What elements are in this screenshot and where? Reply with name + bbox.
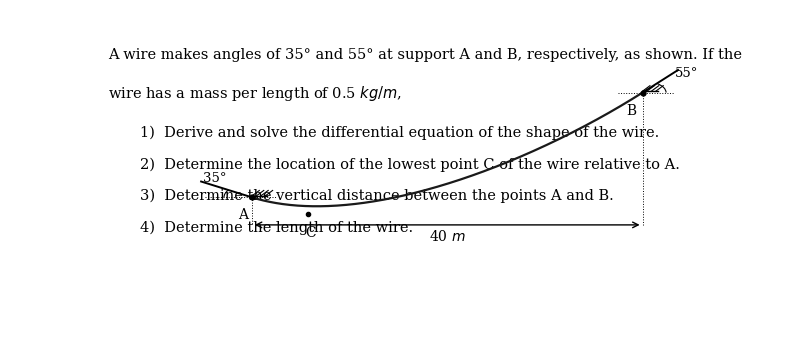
Text: wire has a mass per length of 0.5 $kg/m$,: wire has a mass per length of 0.5 $kg/m$… xyxy=(108,84,402,103)
Text: 4)  Determine the length of the wire.: 4) Determine the length of the wire. xyxy=(140,221,414,235)
Text: 40 $m$: 40 $m$ xyxy=(429,229,466,244)
Text: A: A xyxy=(238,208,248,222)
Text: A wire makes angles of 35° and 55° at support A and B, respectively, as shown. I: A wire makes angles of 35° and 55° at su… xyxy=(108,48,742,63)
Text: B: B xyxy=(626,103,637,118)
Text: 1)  Derive and solve the differential equation of the shape of the wire.: 1) Derive and solve the differential equ… xyxy=(140,126,659,140)
Text: 55°: 55° xyxy=(674,67,698,81)
Text: 2)  Determine the location of the lowest point C of the wire relative to A.: 2) Determine the location of the lowest … xyxy=(140,158,680,172)
Text: C: C xyxy=(306,226,316,240)
Text: 35°: 35° xyxy=(203,172,226,185)
Text: 3)  Determine the vertical distance between the points A and B.: 3) Determine the vertical distance betwe… xyxy=(140,189,614,203)
